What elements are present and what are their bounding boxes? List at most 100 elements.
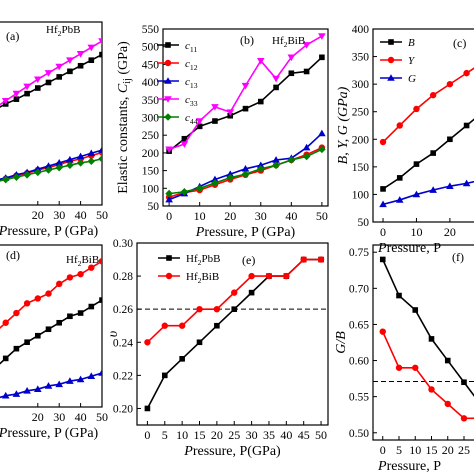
data-point-g	[76, 375, 85, 383]
y-tick-label: 0.24	[113, 337, 133, 349]
data-point-c33	[302, 42, 311, 49]
data-point-c33	[211, 104, 219, 111]
data-point-c11	[303, 68, 310, 75]
panel-label: (f)	[452, 250, 464, 264]
legend-marker	[387, 74, 395, 81]
chart-panel-3: 010203050100150200250300350400(c)BYGPres…	[336, 24, 474, 256]
data-point-hf2bib	[144, 339, 151, 346]
data-point-b	[2, 355, 9, 362]
x-tick-label: 5	[162, 428, 168, 442]
x-tick-label: 40	[285, 209, 297, 223]
panel-label: (e)	[242, 253, 255, 267]
series-line-hf2bib	[146, 258, 322, 343]
data-point-c44	[302, 152, 311, 161]
data-point-c11	[242, 105, 249, 112]
data-point-g	[1, 391, 10, 399]
legend-label: G	[408, 73, 416, 85]
data-point-c13	[256, 161, 265, 169]
x-axis-label: Pressure, P	[377, 241, 441, 256]
series-line-g	[382, 180, 474, 206]
data-point-hf2bib	[161, 322, 168, 329]
x-tick-label: 20	[32, 208, 44, 222]
panel-label: (a)	[6, 29, 19, 43]
data-point-hf2bib	[317, 256, 325, 263]
legend-marker	[165, 272, 173, 280]
axes-frame	[0, 21, 103, 206]
y-tick-label: 50	[358, 217, 370, 229]
x-tick-label: 40	[75, 208, 87, 222]
data-point-c33	[318, 33, 326, 40]
data-point-c33	[272, 75, 280, 83]
x-tick-label: 0	[380, 225, 386, 239]
chart-panel-5: 0 5 10 15 20 25 30 35 40 45 50 0.20 0.22 0.24 0.26 0.28…	[106, 238, 329, 459]
y-tick-label: 50	[148, 201, 160, 213]
y-tick-label: 250	[142, 130, 160, 142]
x-tick-label: 10	[194, 209, 206, 223]
data-point-c11	[212, 118, 218, 124]
x-tick-label: 20	[444, 225, 456, 239]
x-tick-label: 20	[211, 428, 223, 442]
data-point-y	[446, 80, 454, 88]
x-tick-label: 20	[442, 443, 454, 457]
data-point-c33	[12, 90, 21, 98]
x-tick-label: 0	[166, 209, 172, 223]
data-point-c44	[98, 155, 102, 163]
legend-label: c13	[185, 76, 198, 90]
data-point-c33	[226, 109, 235, 116]
data-point-c44	[66, 161, 74, 170]
x-tick-label: 30	[255, 209, 267, 223]
legend-marker	[164, 113, 172, 121]
data-point-c33	[76, 51, 85, 58]
data-point-c13	[165, 195, 173, 203]
x-tick-label: 15	[426, 443, 438, 457]
data-point-c44	[241, 170, 250, 178]
legend-label: Hf2BiB	[186, 271, 219, 285]
data-point-c33	[241, 82, 250, 90]
data-point-c44	[55, 163, 63, 172]
data-point-y	[56, 280, 63, 288]
panel-label: (d)	[6, 248, 20, 262]
data-point-y	[429, 91, 437, 99]
chart-panel-6: 0510152025300.500.550.600.650.700.75(f)P…	[334, 244, 474, 474]
data-point-c44	[1, 175, 10, 184]
data-point-c11	[181, 135, 188, 142]
data-point-c11	[77, 62, 84, 69]
data-point-c44	[165, 189, 173, 198]
y-axis-label: Elastic constants, Cij (GPa)	[116, 41, 133, 194]
data-point-c13	[318, 129, 326, 137]
legend-marker	[388, 39, 394, 45]
data-point-c33	[195, 118, 204, 125]
data-point-c44	[195, 184, 204, 193]
material-label: Hf2BiB	[66, 254, 99, 268]
data-point-b	[396, 175, 403, 181]
y-tick-label: 150	[352, 162, 370, 174]
series-line-hf2pbb	[382, 259, 474, 397]
x-tick-label: 30	[246, 428, 258, 442]
legend-marker	[164, 77, 172, 84]
x-tick-label: 30	[53, 208, 65, 222]
data-point-c44	[87, 157, 96, 166]
y-tick-label: 0.70	[349, 283, 369, 295]
data-point-c33	[23, 83, 31, 91]
data-point-y	[463, 69, 470, 77]
chart-panel-1: 20 30 40 50 (a) Hf2PbB Pressure, P (GPa)	[0, 21, 108, 239]
y-tick-label: 100	[352, 189, 370, 201]
data-point-hf2bib	[428, 386, 435, 393]
data-point-c44	[44, 166, 53, 174]
x-tick-label: 20	[32, 410, 44, 424]
data-point-hf2pbb	[412, 307, 419, 313]
data-point-c44	[211, 179, 219, 187]
x-tick-label: 50	[316, 209, 328, 223]
data-point-b	[45, 326, 52, 333]
data-point-c33	[66, 57, 74, 64]
y-tick-label: 0.75	[349, 247, 369, 259]
data-point-c11	[56, 74, 62, 80]
y-tick-label: 300	[352, 79, 370, 91]
y-tick-label: 350	[142, 95, 160, 107]
y-tick-label: 0.26	[113, 304, 133, 316]
data-point-hf2pbb	[196, 339, 203, 346]
data-point-c13	[44, 162, 53, 169]
data-point-g	[379, 200, 387, 208]
data-point-hf2pbb	[161, 372, 168, 379]
